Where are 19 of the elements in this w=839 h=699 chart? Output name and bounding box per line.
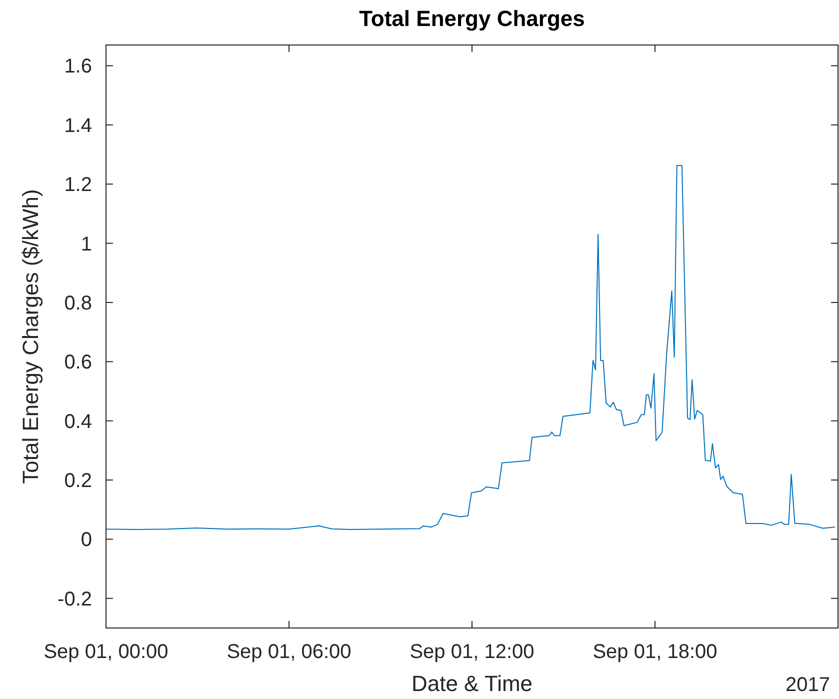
x-tick-label: Sep 01, 00:00 — [44, 641, 168, 663]
line-series — [106, 164, 836, 530]
y-tick-label: 0.6 — [64, 352, 92, 374]
x-tick-label: Sep 01, 12:00 — [410, 641, 534, 663]
y-axis-title: Total Energy Charges ($/kWh) — [18, 189, 43, 484]
y-tick-label: 0.2 — [64, 470, 92, 492]
y-tick-label: 1.2 — [64, 174, 92, 196]
text: 2017 — [786, 674, 830, 696]
y-tick-label: 1.4 — [64, 114, 92, 137]
y-tick-label: 0.4 — [64, 410, 92, 433]
x-tick-label: Sep 01, 06:00 — [226, 641, 352, 663]
y-tick-label: 1 — [80, 233, 92, 256]
y-tick-label: 0.8 — [64, 292, 92, 314]
chart-title: Total Energy Charges — [359, 6, 585, 31]
x-axis-title: Date & Time — [411, 671, 533, 696]
y-tick-label: 0 — [80, 529, 92, 552]
y-tick-label: 1.6 — [64, 56, 92, 78]
y-tick-label: -0.2 — [58, 588, 92, 610]
x-tick-label: Sep 01, 18:00 — [592, 641, 718, 663]
